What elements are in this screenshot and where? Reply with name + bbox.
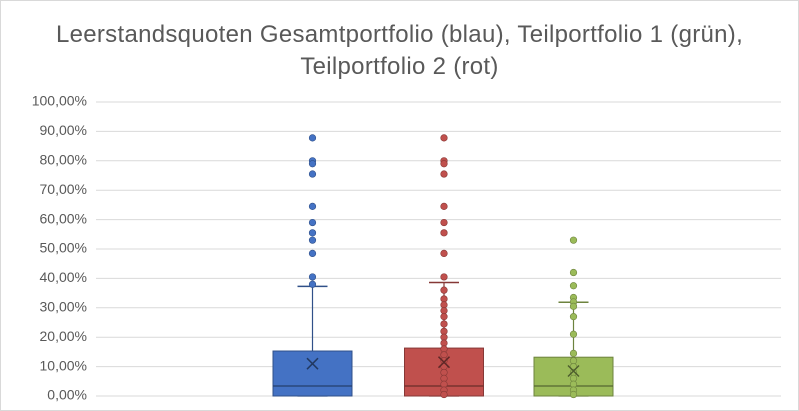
box <box>272 350 353 397</box>
y-tick-label: 70,00% <box>40 181 87 197</box>
outlier <box>440 229 448 237</box>
y-tick-label: 10,00% <box>40 357 87 373</box>
outlier <box>308 218 317 227</box>
mean-marker <box>567 364 580 378</box>
outlier <box>440 170 448 178</box>
outlier <box>308 202 317 210</box>
outlier <box>440 273 448 281</box>
outlier <box>308 229 317 237</box>
outlier <box>440 160 448 168</box>
outlier <box>440 390 448 399</box>
outlier <box>440 134 448 142</box>
y-tick-label: 80,00% <box>40 152 87 168</box>
y-tick-label: 0,00% <box>47 387 87 403</box>
outlier <box>569 282 578 290</box>
y-tick-label: 90,00% <box>40 122 87 138</box>
outlier <box>440 218 448 227</box>
outlier <box>308 273 317 281</box>
outlier <box>569 268 578 277</box>
y-tick-label: 40,00% <box>40 269 87 285</box>
mean-marker <box>306 357 319 370</box>
outlier <box>569 302 578 310</box>
outlier <box>308 249 317 258</box>
y-tick-label: 20,00% <box>40 328 87 344</box>
outlier <box>569 390 578 399</box>
y-tick-label: 30,00% <box>40 299 87 315</box>
y-tick-label: 100,00% <box>32 93 87 109</box>
outlier <box>308 170 317 178</box>
chart-title: Leerstandsquoten Gesamtportfolio (blau),… <box>55 21 744 80</box>
outlier <box>440 249 448 258</box>
outlier <box>569 236 578 244</box>
outlier <box>440 202 448 210</box>
outlier <box>569 313 578 321</box>
outlier <box>308 134 317 142</box>
outlier <box>440 320 448 328</box>
y-tick-label: 50,00% <box>40 240 87 256</box>
outlier <box>569 330 578 338</box>
outlier <box>569 349 578 357</box>
outlier <box>440 313 448 321</box>
outlier <box>308 236 317 244</box>
mean-marker <box>437 356 451 369</box>
outlier <box>440 286 448 294</box>
y-tick-label: 60,00% <box>40 210 87 226</box>
outlier <box>308 160 317 168</box>
outlier <box>308 280 317 288</box>
